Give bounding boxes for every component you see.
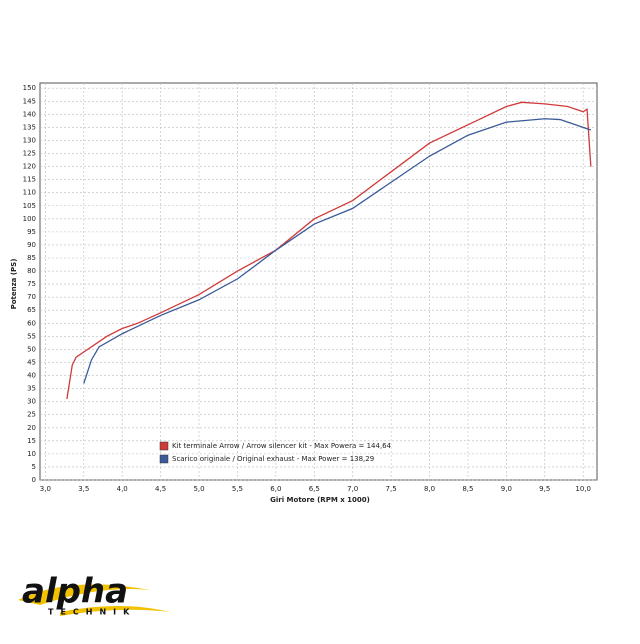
y-tick-label: 150 [23, 84, 36, 92]
logo-text: alpha [22, 572, 128, 612]
x-tick-label: 10,0 [575, 485, 591, 493]
y-tick-label: 145 [23, 97, 36, 105]
x-tick-label: 8,5 [462, 485, 473, 493]
x-tick-label: 5,5 [232, 485, 243, 493]
series-line [83, 118, 592, 384]
y-tick-label: 65 [27, 306, 36, 314]
y-tick-label: 0 [32, 476, 36, 484]
y-tick-label: 30 [27, 398, 36, 406]
y-tick-label: 5 [32, 463, 36, 471]
logo: alpha TECHNIK [18, 572, 170, 617]
legend-label: Kit terminale Arrow / Arrow silencer kit… [172, 442, 392, 450]
x-tick-label: 7,0 [347, 485, 358, 493]
x-tick-label: 6,5 [309, 485, 320, 493]
y-tick-label: 75 [27, 280, 36, 288]
x-tick-label: 9,0 [501, 485, 512, 493]
x-tick-label: 5,0 [193, 485, 204, 493]
y-tick-label: 50 [27, 345, 36, 353]
y-tick-label: 140 [23, 110, 36, 118]
x-tick-label: 7,5 [386, 485, 397, 493]
y-tick-label: 10 [27, 450, 36, 458]
x-tick-label: 8,0 [424, 485, 435, 493]
x-tick-label: 3,5 [78, 485, 89, 493]
y-tick-label: 125 [23, 150, 36, 158]
legend-swatch [159, 454, 169, 464]
y-tick-label: 55 [27, 332, 36, 340]
x-tick-label: 3,0 [40, 485, 51, 493]
logo-swoosh [60, 606, 170, 616]
y-tick-label: 100 [23, 215, 36, 223]
x-tick-label: 4,5 [155, 485, 166, 493]
y-tick-label: 95 [27, 228, 36, 236]
y-tick-label: 60 [27, 319, 36, 327]
x-tick-label: 9,5 [539, 485, 550, 493]
y-tick-label: 45 [27, 358, 36, 366]
y-tick-label: 70 [27, 293, 36, 301]
y-tick-label: 105 [23, 202, 36, 210]
legend-swatch [159, 441, 169, 451]
x-axis-label: Giri Motore (RPM x 1000) [270, 496, 370, 504]
logo-subtext: TECHNIK [48, 608, 136, 617]
y-tick-label: 120 [23, 163, 36, 171]
y-axis-label: Potenza (PS) [10, 259, 18, 310]
x-tick-label: 4,0 [117, 485, 128, 493]
y-tick-label: 25 [27, 411, 36, 419]
y-tick-label: 35 [27, 385, 36, 393]
logo-swoosh [18, 584, 150, 605]
x-tick-label: 6,0 [270, 485, 281, 493]
y-tick-label: 115 [23, 176, 36, 184]
y-tick-label: 90 [27, 241, 36, 249]
series-line [66, 101, 592, 400]
y-tick-label: 130 [23, 136, 36, 144]
y-tick-label: 85 [27, 254, 36, 262]
y-tick-label: 15 [27, 437, 36, 445]
y-tick-label: 135 [23, 123, 36, 131]
legend-label: Scarico originale / Original exhaust - M… [172, 455, 374, 463]
plot-area [39, 82, 598, 481]
y-tick-label: 80 [27, 267, 36, 275]
y-tick-label: 40 [27, 372, 36, 380]
y-tick-label: 110 [23, 189, 36, 197]
y-tick-label: 20 [27, 424, 36, 432]
